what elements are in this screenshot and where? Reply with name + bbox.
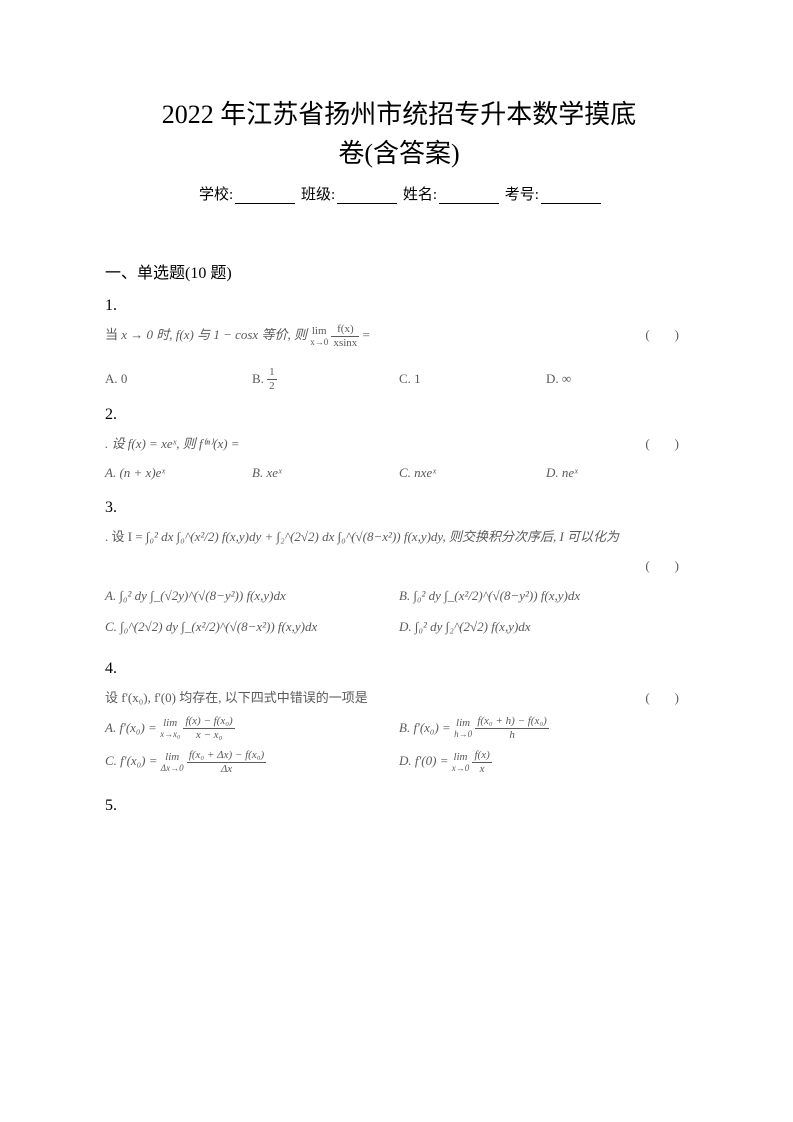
q4-c-limtop: lim — [161, 752, 184, 763]
q1-frac: f(x)xsinx — [331, 324, 359, 349]
q2-options: A. (n + x)eˣ B. xeˣ C. nxeˣ D. neˣ — [105, 461, 693, 484]
q2-opt-a: A. (n + x)eˣ — [105, 461, 252, 484]
q4-a-limsub: x→x₀ — [160, 730, 180, 739]
q4-b-frac: f(x₀ + h) − f(x₀)h — [475, 716, 549, 741]
q3-opt-c: C. ∫₀^(2√2) dy ∫_(x²/2)^(√(8−x²)) f(x,y)… — [105, 615, 399, 638]
q4-b-lim: limh→0 — [454, 718, 472, 739]
q4-opt-d: D. f'(0) = limx→0 f(x)x — [399, 749, 693, 775]
school-blank — [235, 188, 295, 204]
q4-paren: ( ) — [645, 686, 693, 709]
q3-number: 3. — [105, 499, 693, 517]
q3-paren: ( ) — [645, 554, 693, 577]
q4-d-label: D. f'(0) = — [399, 753, 452, 768]
q4-c-label: C. f'(x₀) = — [105, 753, 161, 768]
student-info-line: 学校: 班级: 姓名: 考号: — [105, 183, 693, 204]
name-blank — [439, 188, 499, 204]
q1-num: f(x) — [331, 324, 359, 337]
q3-opt-b: B. ∫₀² dy ∫_(x²/2)^(√(8−y²)) f(x,y)dx — [399, 584, 693, 607]
q1-limit: limx→0 — [310, 326, 328, 347]
q3-body: . 设 I = ∫₀² dx ∫₀^(x²/2) f(x,y)dy + ∫₂^(… — [105, 525, 693, 647]
q4-c-num: f(x₀ + Δx) − f(x₀) — [187, 750, 266, 763]
q4-d-limsub: x→0 — [452, 764, 470, 773]
q1-lim-top: lim — [310, 326, 328, 337]
q1-b-frac: 12 — [267, 367, 277, 392]
q4-a-label: A. f'(x₀) = — [105, 720, 160, 735]
section-heading: 一、单选题(10 题) — [105, 259, 693, 283]
q1-math: x → 0 时, f(x) 与 1 − cosx 等价, 则 — [121, 327, 307, 342]
q1-b-label: B. — [252, 371, 267, 386]
examno-blank — [541, 188, 601, 204]
q3-stem: . 设 I = ∫₀² dx ∫₀^(x²/2) f(x,y)dy + ∫₂^(… — [105, 525, 693, 548]
q1-prefix: 当 — [105, 327, 121, 342]
q4-a-num: f(x) − f(x₀) — [183, 716, 234, 729]
q1-opt-c: C. 1 — [399, 367, 546, 393]
title-line-2: 卷(含答案) — [105, 134, 693, 173]
q4-a-frac: f(x) − f(x₀)x − x₀ — [183, 716, 234, 741]
q3-options: A. ∫₀² dy ∫_(√2y)^(√(8−y²)) f(x,y)dx B. … — [105, 584, 693, 647]
q4-c-den: Δx — [187, 763, 266, 775]
q4-b-limsub: h→0 — [454, 730, 472, 739]
q3-opt-a: A. ∫₀² dy ∫_(√2y)^(√(8−y²)) f(x,y)dx — [105, 584, 399, 607]
q1-paren: ( ) — [645, 323, 693, 346]
class-blank — [337, 188, 397, 204]
q1-den: xsinx — [331, 337, 359, 349]
q1-opt-b: B. 12 — [252, 367, 399, 393]
q4-a-limtop: lim — [160, 718, 180, 729]
q3-math: ∫₀² dx ∫₀^(x²/2) f(x,y)dy + ∫₂^(2√2) dx … — [146, 529, 619, 544]
q1-opt-d: D. ∞ — [546, 367, 693, 393]
q1-b-num: 1 — [267, 367, 277, 380]
q4-d-num: f(x) — [472, 750, 491, 763]
q4-a-den: x − x₀ — [183, 729, 234, 741]
page-title: 2022 年江苏省扬州市统招专升本数学摸底 卷(含答案) — [105, 95, 693, 173]
title-line-1: 2022 年江苏省扬州市统招专升本数学摸底 — [105, 95, 693, 134]
q4-d-frac: f(x)x — [472, 750, 491, 775]
q2-body: . 设 f(x) = xeˣ, 则 f⁽ⁿ⁾(x) = ( ) A. (n + … — [105, 432, 693, 485]
q2-stem: . 设 f(x) = xeˣ, 则 f⁽ⁿ⁾(x) = — [105, 432, 645, 455]
q1-opt-a: A. 0 — [105, 367, 252, 393]
q2-number: 2. — [105, 406, 693, 424]
q3-opt-d: D. ∫₀² dy ∫₂^(2√2) f(x,y)dx — [399, 615, 693, 638]
q4-number: 4. — [105, 660, 693, 678]
q1-number: 1. — [105, 297, 693, 315]
q4-opt-c: C. f'(x₀) = limΔx→0 f(x₀ + Δx) − f(x₀)Δx — [105, 749, 399, 775]
q4-c-limsub: Δx→0 — [161, 764, 184, 773]
q1-body: 当 x → 0 时, f(x) 与 1 − cosx 等价, 则 limx→0 … — [105, 323, 693, 392]
q4-b-den: h — [475, 729, 549, 741]
q1-stem: 当 x → 0 时, f(x) 与 1 − cosx 等价, 则 limx→0 … — [105, 323, 645, 349]
q4-d-den: x — [472, 763, 491, 775]
q5-number: 5. — [105, 797, 693, 815]
q4-c-lim: limΔx→0 — [161, 752, 184, 773]
q2-opt-c: C. nxeˣ — [399, 461, 546, 484]
q4-b-label: B. f'(x₀) = — [399, 720, 454, 735]
q4-opt-b: B. f'(x₀) = limh→0 f(x₀ + h) − f(x₀)h — [399, 716, 693, 742]
q4-b-num: f(x₀ + h) − f(x₀) — [475, 716, 549, 729]
name-label: 姓名: — [403, 183, 437, 204]
q4-a-lim: limx→x₀ — [160, 718, 180, 739]
q4-d-lim: limx→0 — [452, 752, 470, 773]
q4-stem: 设 f'(x₀), f'(0) 均存在, 以下四式中错误的一项是 — [105, 686, 645, 709]
q1-b-den: 2 — [267, 380, 277, 392]
school-label: 学校: — [199, 183, 233, 204]
q2-opt-b: B. xeˣ — [252, 461, 399, 484]
q1-options: A. 0 B. 12 C. 1 D. ∞ — [105, 367, 693, 393]
q4-c-frac: f(x₀ + Δx) − f(x₀)Δx — [187, 750, 266, 775]
q4-d-limtop: lim — [452, 752, 470, 763]
q4-b-limtop: lim — [454, 718, 472, 729]
class-label: 班级: — [301, 183, 335, 204]
q1-lim-sub: x→0 — [310, 338, 328, 347]
q3-prefix: . 设 I = — [105, 529, 146, 544]
q4-body: 设 f'(x₀), f'(0) 均存在, 以下四式中错误的一项是 ( ) A. … — [105, 686, 693, 782]
q4-options: A. f'(x₀) = limx→x₀ f(x) − f(x₀)x − x₀ B… — [105, 716, 693, 783]
q1-eq: = — [363, 327, 370, 342]
q2-opt-d: D. neˣ — [546, 461, 693, 484]
examno-label: 考号: — [505, 183, 539, 204]
q4-opt-a: A. f'(x₀) = limx→x₀ f(x) − f(x₀)x − x₀ — [105, 716, 399, 742]
q2-paren: ( ) — [645, 432, 693, 455]
